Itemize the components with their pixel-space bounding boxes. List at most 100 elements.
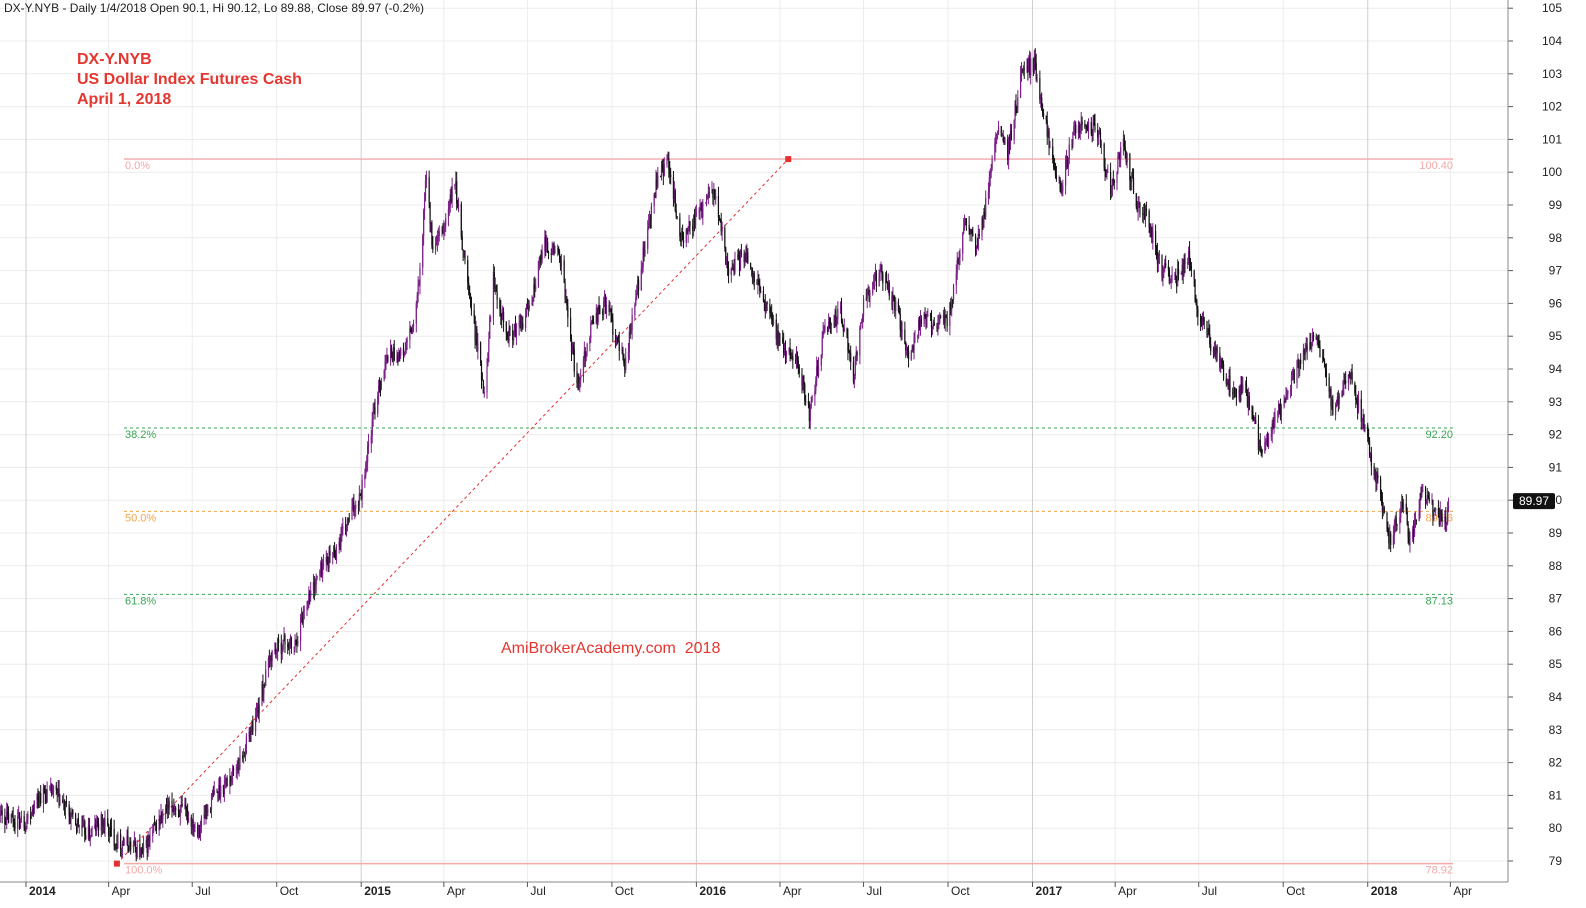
candle-body xyxy=(777,330,779,345)
candle-body xyxy=(1405,503,1407,512)
candle-659 xyxy=(817,359,819,377)
candle-740 xyxy=(920,315,922,327)
candle-39 xyxy=(19,818,22,829)
candle-body xyxy=(900,329,902,331)
candle-body xyxy=(968,224,970,230)
candle-body xyxy=(1142,213,1144,215)
candle-body xyxy=(988,177,990,192)
candle-body xyxy=(476,329,478,352)
candle-body xyxy=(1286,394,1288,396)
candle-body xyxy=(1174,274,1176,276)
candle-236 xyxy=(274,642,276,655)
candle-709 xyxy=(881,264,883,281)
candle-body xyxy=(907,351,910,360)
candle-153 xyxy=(166,794,169,820)
candle-726 xyxy=(904,321,906,345)
candle-body xyxy=(397,355,399,362)
candle-731 xyxy=(910,349,912,361)
candle-body xyxy=(1106,172,1108,176)
candle-536 xyxy=(659,175,662,178)
candle-body xyxy=(6,811,8,825)
candle-660 xyxy=(817,357,820,379)
candle-254 xyxy=(296,632,298,653)
candle-436 xyxy=(531,295,533,306)
candle-743 xyxy=(925,313,927,330)
y-tick-label: 92 xyxy=(1549,428,1563,442)
candle-804 xyxy=(1003,136,1005,146)
candle-body xyxy=(145,839,147,846)
candle-973 xyxy=(1221,358,1223,369)
candle-793 xyxy=(989,168,991,187)
candle-133 xyxy=(141,846,143,859)
instrument-name: US Dollar Index Futures Cash xyxy=(77,71,302,88)
candle-body xyxy=(1304,349,1306,355)
candle-body xyxy=(784,347,787,357)
candle-body xyxy=(97,823,100,831)
candle-body xyxy=(84,821,86,836)
candle-23 xyxy=(0,805,1,823)
candle-537 xyxy=(660,160,663,181)
candle-body xyxy=(1241,384,1243,390)
candle-159 xyxy=(174,803,176,816)
candle-body xyxy=(855,352,857,357)
candle-body xyxy=(1414,519,1417,522)
candle-337 xyxy=(403,351,405,358)
candle-1011 xyxy=(1270,426,1272,441)
candle-body xyxy=(142,849,144,852)
candle-569 xyxy=(701,201,703,219)
candle-body xyxy=(507,339,509,342)
candle-922 xyxy=(1155,245,1158,260)
candle-238 xyxy=(276,648,278,659)
candle-243 xyxy=(282,639,284,652)
candle-body xyxy=(1209,333,1211,344)
candle-462 xyxy=(564,278,566,304)
candle-body xyxy=(1232,392,1234,394)
candle-79 xyxy=(71,807,73,818)
candle-body xyxy=(342,526,344,530)
candle-body xyxy=(1426,495,1429,500)
candle-906 xyxy=(1135,193,1137,210)
candle-body xyxy=(1226,382,1228,385)
candle-441 xyxy=(537,260,540,288)
candle-640 xyxy=(792,349,794,369)
candle-76 xyxy=(68,800,70,825)
candle-body xyxy=(1154,231,1157,248)
candle-935 xyxy=(1171,266,1173,284)
candle-110 xyxy=(110,817,113,837)
candle-body xyxy=(1312,335,1314,343)
candle-body xyxy=(604,297,607,314)
candle-body xyxy=(1180,273,1182,274)
candle-112 xyxy=(114,843,116,852)
candle-body xyxy=(546,242,548,247)
candle-548 xyxy=(674,188,676,213)
candle-560 xyxy=(689,220,691,235)
candle-body xyxy=(926,316,928,327)
candle-body xyxy=(719,218,721,220)
candle-122 xyxy=(127,826,129,853)
candle-body xyxy=(445,218,447,226)
candle-body xyxy=(1406,511,1408,524)
candle-121 xyxy=(126,829,128,846)
candle-1007 xyxy=(1265,438,1267,451)
candle-body xyxy=(1290,375,1293,390)
candle-1144 xyxy=(1440,509,1442,522)
candle-body xyxy=(1422,486,1424,488)
candle-body xyxy=(628,332,630,352)
candle-245 xyxy=(284,633,286,653)
candle-body xyxy=(470,298,473,311)
candle-506 xyxy=(621,342,623,355)
candle-699 xyxy=(868,286,870,303)
candle-body xyxy=(762,291,765,302)
candle-905 xyxy=(1132,168,1135,195)
candle-94 xyxy=(90,828,92,838)
candle-body xyxy=(1148,210,1150,228)
fibonacci-levels: 0.0%100.4038.2%92.2050.0%89.6661.8%87.13… xyxy=(124,158,1453,877)
candle-995 xyxy=(1248,392,1250,411)
candle-685 xyxy=(850,345,852,371)
candle-body xyxy=(280,642,282,654)
candle-1129 xyxy=(1421,483,1423,498)
candle-261 xyxy=(306,600,308,617)
candle-body xyxy=(1355,393,1357,401)
candle-135 xyxy=(142,836,145,858)
candle-28 xyxy=(6,802,8,830)
